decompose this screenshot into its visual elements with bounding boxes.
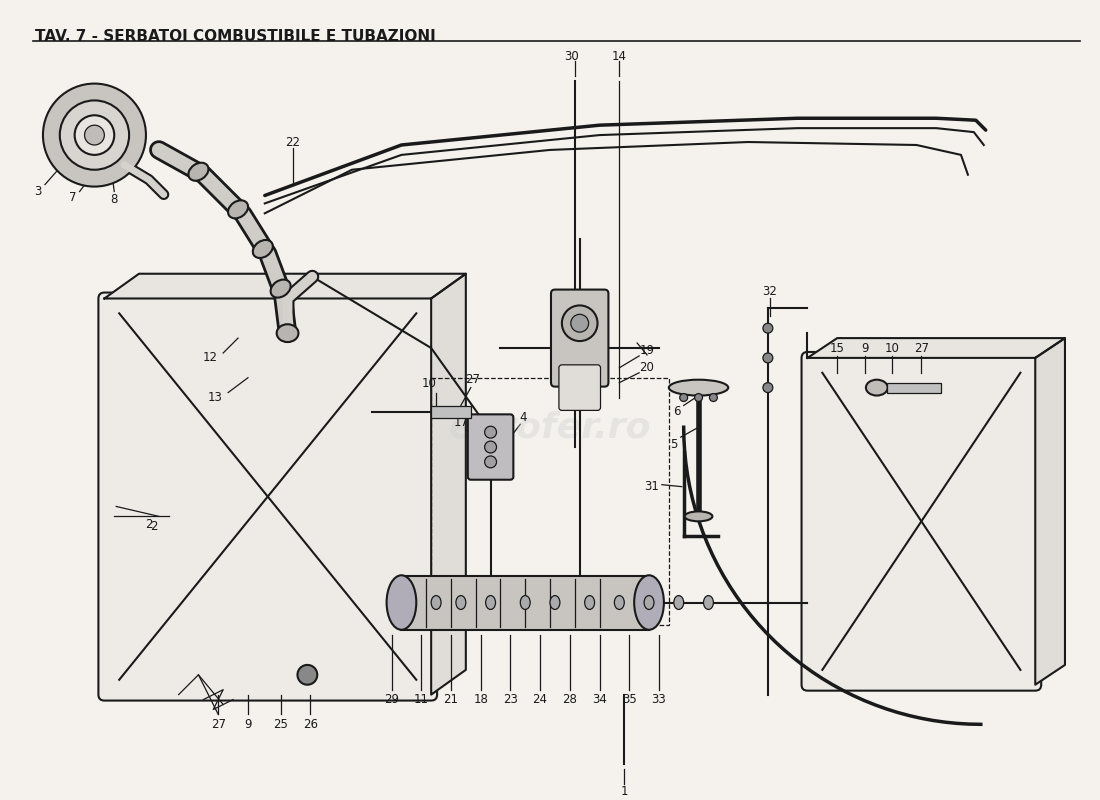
Text: 9: 9 [244, 718, 252, 731]
Ellipse shape [866, 380, 888, 395]
FancyBboxPatch shape [98, 293, 437, 701]
Ellipse shape [431, 595, 441, 610]
Polygon shape [431, 274, 465, 694]
Ellipse shape [455, 595, 465, 610]
Text: 13: 13 [208, 391, 222, 404]
Polygon shape [104, 274, 465, 298]
Circle shape [485, 441, 496, 453]
Text: 21: 21 [443, 693, 459, 706]
Text: 15: 15 [829, 342, 845, 354]
Text: 32: 32 [762, 285, 778, 298]
Text: 5: 5 [670, 438, 678, 450]
Text: 16: 16 [483, 414, 498, 426]
Text: 3: 3 [34, 185, 42, 198]
Circle shape [75, 115, 114, 155]
Text: 31: 31 [645, 480, 659, 493]
Circle shape [562, 306, 597, 341]
FancyBboxPatch shape [559, 365, 601, 410]
Text: 20: 20 [639, 362, 654, 374]
Circle shape [297, 665, 317, 685]
Circle shape [710, 394, 717, 402]
Text: 8: 8 [111, 193, 118, 206]
Text: eurofer.ro: eurofer.ro [449, 410, 651, 444]
Text: 34: 34 [592, 693, 607, 706]
Text: 29: 29 [384, 693, 399, 706]
Circle shape [485, 426, 496, 438]
Ellipse shape [704, 595, 714, 610]
Bar [402, 576, 649, 630]
Bar [431, 406, 471, 418]
Ellipse shape [669, 380, 728, 395]
Text: 10: 10 [884, 342, 899, 354]
Circle shape [571, 314, 588, 332]
Circle shape [59, 101, 129, 170]
Text: 25: 25 [273, 718, 288, 731]
Text: 28: 28 [562, 693, 578, 706]
Text: 18: 18 [473, 693, 488, 706]
Circle shape [680, 394, 688, 402]
Ellipse shape [228, 200, 249, 218]
Text: 27: 27 [211, 718, 226, 731]
Ellipse shape [674, 595, 684, 610]
Circle shape [763, 323, 773, 333]
Ellipse shape [585, 595, 595, 610]
Circle shape [694, 394, 703, 402]
Text: 33: 33 [651, 693, 667, 706]
FancyBboxPatch shape [551, 290, 608, 386]
Ellipse shape [550, 595, 560, 610]
Text: 19: 19 [639, 345, 654, 358]
Text: 30: 30 [564, 50, 580, 63]
Text: 24: 24 [532, 693, 548, 706]
Ellipse shape [253, 240, 273, 258]
Circle shape [763, 382, 773, 393]
FancyBboxPatch shape [468, 414, 514, 480]
Ellipse shape [271, 279, 290, 298]
Polygon shape [1035, 338, 1065, 685]
Text: 27: 27 [465, 373, 481, 386]
FancyBboxPatch shape [802, 352, 1042, 690]
Text: 11: 11 [414, 693, 429, 706]
Text: 35: 35 [621, 693, 637, 706]
Ellipse shape [645, 595, 654, 610]
Ellipse shape [684, 511, 713, 522]
Text: 12: 12 [202, 351, 218, 365]
Ellipse shape [635, 575, 664, 630]
Ellipse shape [188, 162, 208, 181]
Bar [431, 378, 669, 626]
Text: 2: 2 [145, 518, 153, 530]
Ellipse shape [615, 595, 625, 610]
Polygon shape [807, 338, 1065, 358]
Ellipse shape [386, 575, 416, 630]
Text: 26: 26 [302, 718, 318, 731]
Ellipse shape [277, 324, 298, 342]
Text: 10: 10 [421, 377, 437, 390]
Circle shape [85, 125, 104, 145]
Bar [887, 382, 942, 393]
Circle shape [43, 83, 146, 186]
Ellipse shape [485, 595, 495, 610]
Ellipse shape [520, 595, 530, 610]
Text: 2: 2 [150, 520, 157, 533]
Text: 27: 27 [914, 342, 928, 354]
Text: 4: 4 [519, 411, 527, 424]
Text: 22: 22 [285, 135, 300, 149]
Text: 6: 6 [673, 405, 681, 418]
Circle shape [485, 456, 496, 468]
Text: 23: 23 [503, 693, 518, 706]
Text: TAV. 7 - SERBATOI COMBUSTIBILE E TUBAZIONI: TAV. 7 - SERBATOI COMBUSTIBILE E TUBAZIO… [35, 29, 436, 44]
Text: 14: 14 [612, 50, 627, 63]
Text: 1: 1 [620, 785, 628, 798]
Text: 9: 9 [861, 342, 869, 354]
Text: 7: 7 [69, 191, 76, 204]
Text: 17: 17 [453, 416, 469, 429]
Circle shape [763, 353, 773, 363]
